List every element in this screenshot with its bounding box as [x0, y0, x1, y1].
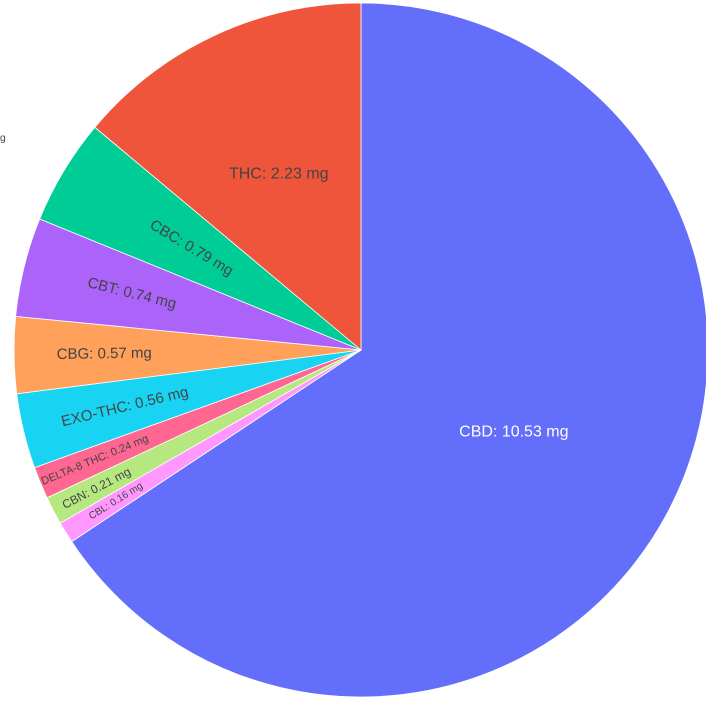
pie-slice-cbd [71, 2, 706, 698]
slice-label-thc: THC: 2.23 mg [229, 165, 329, 182]
clipped-legend-fragment: g [0, 133, 6, 144]
slice-label-cbd: CBD: 10.53 mg [459, 424, 568, 441]
pie-slice-thc [94, 2, 362, 351]
slice-label-cbg: CBG: 0.57 mg [57, 345, 152, 363]
pie-slices [13, 2, 706, 698]
